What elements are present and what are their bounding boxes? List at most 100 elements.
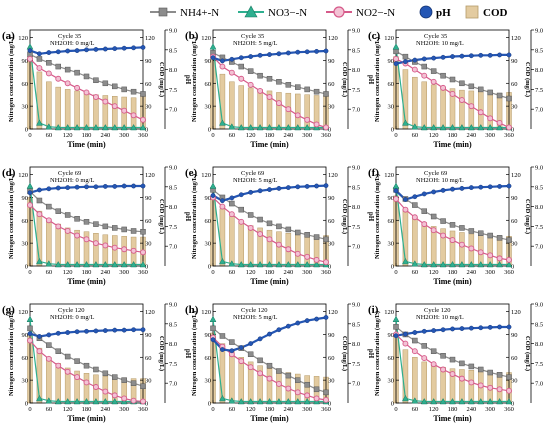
no2-point bbox=[449, 371, 456, 378]
nh4-point bbox=[487, 89, 493, 96]
y-tick-label: 90 bbox=[388, 195, 395, 202]
no2-point bbox=[421, 72, 428, 79]
ph-tick-label: 7.0 bbox=[169, 107, 177, 114]
y-tick-label: 90 bbox=[205, 332, 212, 339]
y-tick-label: 120 bbox=[18, 35, 28, 42]
x-tick-label: 300 bbox=[302, 132, 312, 139]
x-axis-title: Time (min) bbox=[433, 277, 472, 286]
ph-point bbox=[459, 53, 465, 59]
no2-point bbox=[313, 121, 320, 128]
nh4-point bbox=[393, 324, 399, 330]
no3-point bbox=[430, 260, 438, 268]
no3-point bbox=[256, 123, 264, 131]
no2-point bbox=[257, 370, 264, 377]
nh4-point bbox=[93, 366, 99, 373]
no2-point bbox=[102, 388, 109, 395]
x-tick-label: 300 bbox=[302, 269, 312, 276]
ph-tick-label: 7.0 bbox=[352, 107, 360, 114]
no3-point bbox=[101, 123, 109, 131]
nh4-point bbox=[112, 225, 118, 231]
cod-bar bbox=[440, 86, 446, 130]
ph-axis-title: pH bbox=[184, 212, 192, 222]
chart-panel: 0 30 60 90 120 0 30 60 90 120 7.0 7.5 8.0 8.5 9.0 0 60 12… bbox=[185, 28, 375, 150]
cod-bar bbox=[257, 89, 263, 130]
ph-point bbox=[440, 327, 446, 333]
ph-point bbox=[267, 187, 272, 192]
nh4-point bbox=[102, 223, 109, 230]
nh4-point bbox=[229, 339, 235, 345]
ph-tick-label: 8.0 bbox=[169, 204, 177, 211]
ph-point bbox=[450, 54, 455, 59]
cod-tick-label: 30 bbox=[145, 378, 152, 385]
ph-point bbox=[468, 325, 474, 331]
no2-point bbox=[323, 259, 329, 266]
no2-point bbox=[449, 237, 456, 244]
cod-bar bbox=[421, 81, 427, 130]
y-tick-label: 120 bbox=[384, 309, 394, 316]
nh4-point bbox=[140, 228, 146, 235]
no2-point bbox=[304, 253, 311, 260]
cod-tick-label: 0 bbox=[511, 401, 514, 408]
nh4-point bbox=[74, 358, 80, 364]
no3-point bbox=[120, 123, 128, 131]
cod-tick-label: 90 bbox=[328, 58, 335, 65]
ph-tick-label: 9.0 bbox=[535, 28, 543, 35]
ph-point bbox=[257, 52, 263, 58]
ph-point bbox=[46, 186, 52, 192]
ph-tick-label: 8.0 bbox=[535, 67, 543, 74]
no3-point bbox=[130, 123, 138, 131]
no2-point bbox=[102, 242, 109, 249]
no2-point bbox=[294, 112, 301, 119]
cod-tick-label: 90 bbox=[511, 58, 518, 65]
nh4-point bbox=[83, 219, 90, 225]
y-tick-label: 60 bbox=[205, 218, 212, 225]
x-tick-label: 0 bbox=[394, 406, 397, 413]
ph-tick-label: 7.5 bbox=[535, 361, 543, 368]
ph-tick-label: 8.0 bbox=[169, 67, 177, 74]
ph-point bbox=[285, 185, 291, 190]
ph-point bbox=[314, 48, 319, 54]
no2-point bbox=[487, 252, 494, 259]
y-tick-label: 0 bbox=[391, 401, 394, 408]
x-tick-label: 60 bbox=[46, 132, 53, 139]
y-axis-title: Nitrogen concentration (mg/L) bbox=[191, 174, 198, 259]
no3-point bbox=[218, 257, 226, 265]
nh4-point bbox=[459, 80, 465, 87]
x-tick-label: 60 bbox=[412, 406, 419, 413]
no3-point bbox=[303, 260, 311, 268]
no2-point bbox=[247, 81, 254, 88]
no3-point bbox=[92, 260, 100, 268]
nh4-point bbox=[430, 68, 437, 74]
y-tick-label: 60 bbox=[388, 355, 395, 362]
panel-letter: (e) bbox=[185, 167, 198, 179]
no3-point bbox=[505, 397, 513, 405]
nh4-point bbox=[304, 86, 310, 93]
x-tick-label: 300 bbox=[485, 406, 495, 413]
no3-point bbox=[284, 123, 292, 131]
x-axis-title: Time (min) bbox=[250, 277, 289, 286]
no3-point bbox=[420, 123, 428, 131]
no3-point bbox=[139, 260, 147, 268]
cod-tick-label: 60 bbox=[145, 355, 152, 362]
x-tick-label: 240 bbox=[466, 269, 476, 276]
no3-point bbox=[477, 397, 485, 405]
cod-tick-label: 0 bbox=[145, 401, 148, 408]
x-tick-label: 240 bbox=[100, 132, 110, 139]
nh4-point bbox=[64, 353, 71, 360]
no2-point bbox=[45, 217, 52, 224]
no3-point bbox=[247, 260, 255, 268]
ph-point bbox=[27, 190, 33, 196]
cycle-label: Cycle 35 bbox=[58, 33, 81, 40]
ph-tick-label: 8.5 bbox=[535, 184, 543, 191]
no2-point bbox=[285, 385, 292, 392]
ph-point bbox=[140, 183, 146, 189]
ph-point bbox=[403, 197, 408, 202]
ph-point bbox=[506, 324, 512, 330]
cod-bar bbox=[421, 361, 427, 404]
nh4-point bbox=[121, 377, 127, 383]
ph-point bbox=[403, 331, 408, 337]
cod-tick-label: 0 bbox=[328, 264, 331, 271]
no3-point bbox=[256, 260, 264, 268]
ph-tick-label: 9.0 bbox=[535, 165, 543, 172]
ph-point bbox=[323, 48, 329, 54]
